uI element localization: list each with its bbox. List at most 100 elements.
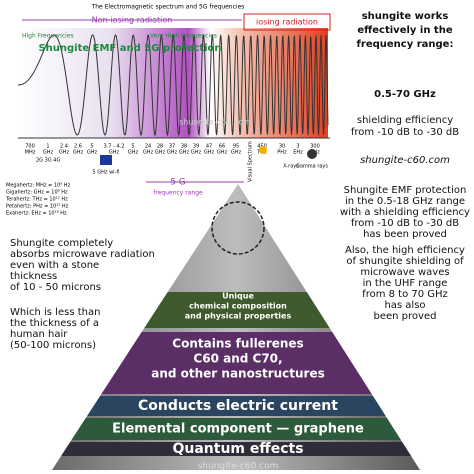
text-line: (50-100 microns) <box>10 340 96 351</box>
label: High Frequencies <box>22 33 74 40</box>
text-line: has been proved <box>363 229 447 240</box>
frequency-label: GHz <box>59 150 70 156</box>
text-line: the thickness of a <box>10 318 99 329</box>
layer-text: Elemental component — graphene <box>112 422 364 437</box>
radiation-icon <box>307 149 317 159</box>
text-line: been proved <box>374 311 437 322</box>
text-line: of 10 - 50 microns <box>10 282 101 293</box>
layer-text: Unique <box>222 292 254 301</box>
text-line: shielding efficiency <box>357 115 453 126</box>
pyramid-layer <box>52 418 420 440</box>
frequency-label: GHz <box>87 150 98 156</box>
layer-text: Conducts electric current <box>138 398 338 414</box>
text-line: Shungite EMF protection <box>344 185 467 196</box>
frequency-label: 39 <box>193 144 199 150</box>
label: iosing radiation <box>256 18 318 27</box>
frequency-label: 300 <box>310 144 320 150</box>
text-line: frequency range: <box>357 39 454 50</box>
label: Gamma rays <box>296 164 328 170</box>
frequency-label: 47 <box>206 144 212 150</box>
label: Shungite EMF and 5G protection <box>38 43 221 54</box>
wave <box>18 33 329 137</box>
layer-text: and physical properties <box>185 312 292 321</box>
watermark: shungite-c60.com <box>360 155 450 166</box>
layer-text: chemical composition <box>189 302 287 311</box>
watermark: shungite-c60.com <box>179 118 251 127</box>
text-line: even with a stone <box>10 260 99 271</box>
frequency-label: GHz <box>167 150 178 156</box>
text-line: from -10 dB to -30 dB <box>351 127 459 138</box>
text-line: Which is less than <box>10 307 100 318</box>
label: X-rays <box>283 164 299 170</box>
frequency-label: GHz <box>204 150 215 156</box>
text-line: in the 0.5-18 GHz range <box>345 196 465 207</box>
text-line: shungite works <box>362 11 449 22</box>
watermark: shungite-c60.com <box>198 462 279 472</box>
text-line: with a shielding efficiency <box>340 207 470 218</box>
label: Non-iosing radiation <box>92 16 173 25</box>
text-line: from 8 to 70 GHz <box>362 289 448 300</box>
frequency-label: 30 <box>279 144 285 150</box>
frequency-label: 38 <box>181 144 187 150</box>
text-line: of shungite shielding of <box>346 256 464 267</box>
text-line: Shungite completely <box>10 238 113 249</box>
frequency-label: GHz <box>43 150 54 156</box>
unit-label: Petahertz: PHz = 10¹⁵ Hz <box>6 204 69 210</box>
spectrum-title: The Electromagnetic spectrum and 5G freq… <box>91 4 245 11</box>
label: Visual Spectrum <box>248 141 254 182</box>
pyramid-layer <box>52 396 420 416</box>
frequency-label: MHz <box>25 150 36 156</box>
unit-label: Gigahertz: GHz = 10⁹ Hz <box>6 190 68 196</box>
label: 2G 3G 4G <box>36 158 60 164</box>
frequency-label: 2.4 <box>60 144 68 150</box>
label: 5 G <box>170 178 186 188</box>
fullerene <box>211 201 265 255</box>
layer-text: C60 and C70, <box>193 352 282 366</box>
frequency-label: GHz <box>191 150 202 156</box>
frequency-label: 2.6 <box>74 144 82 150</box>
label: Very High Frequencies <box>150 33 217 40</box>
frequency-label: GHz <box>179 150 190 156</box>
layer-text: Contains fullerenes <box>172 337 303 351</box>
text-line: effectively in the <box>357 25 452 36</box>
frequency-label: EHz <box>293 150 303 156</box>
text-line: absorbs microwave radiation <box>10 249 155 260</box>
unit-label: Megahertz: MHz = 10⁶ Hz <box>6 183 71 189</box>
text-line: from -10 dB to -30 dB <box>351 218 459 229</box>
frequency-label: PHz <box>277 150 287 156</box>
frequency-label: 700 <box>25 144 35 150</box>
frequency-label: 5 <box>90 144 93 150</box>
text-line: microwave waves <box>360 267 449 278</box>
frequency-label: 3.7 - 4.2 <box>104 144 125 150</box>
frequency-label: 37 <box>169 144 175 150</box>
unit-label: Terahertz: THz = 10¹² Hz <box>5 197 68 203</box>
frequency-label: 28 <box>157 144 163 150</box>
frequency-label: GHz <box>128 150 139 156</box>
layer-text: Quantum effects <box>172 441 303 457</box>
text-line: has also <box>384 300 425 311</box>
frequency-label: 5 <box>131 144 134 150</box>
frequency-label: 3 <box>296 144 299 150</box>
label: frequency range <box>153 190 203 197</box>
text-line: in the UHF range <box>363 278 448 289</box>
text-line: thickness <box>10 271 57 282</box>
layer-text: and other nanostructures <box>151 367 325 381</box>
frequency-label: 95 <box>233 144 239 150</box>
text-line: Also, the high efficiency <box>345 245 465 256</box>
ionizing-box <box>243 13 331 31</box>
range: 0.5-70 GHz <box>374 89 436 100</box>
label: 5 GHz wi-fi <box>92 170 119 176</box>
frequency-label: GHz <box>155 150 166 156</box>
frequency-label: 1 <box>46 144 49 150</box>
frequency-label: GHz <box>109 150 120 156</box>
frequency-label: GHz <box>143 150 154 156</box>
frequency-label: 66 <box>219 144 225 150</box>
pyramid-layer <box>52 442 420 456</box>
frequency-label: 24 <box>145 144 151 150</box>
unit-label: Exahertz: EHz = 10¹⁸ Hz <box>6 211 67 217</box>
frequency-label: GHz <box>73 150 84 156</box>
frequency-label: GHz <box>217 150 228 156</box>
sun-icon <box>259 146 267 154</box>
frequency-label: GHz <box>231 150 242 156</box>
